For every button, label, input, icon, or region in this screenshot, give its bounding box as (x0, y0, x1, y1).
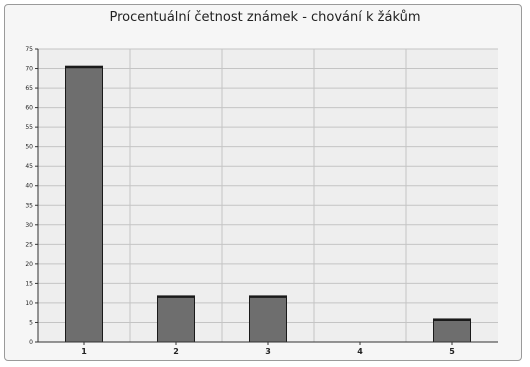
y-tick-label: 15 (25, 280, 33, 287)
bar-2 (157, 295, 195, 343)
bar-5 (433, 318, 471, 343)
y-tick-label: 75 (25, 46, 33, 53)
y-tick-label: 55 (25, 124, 33, 131)
y-tick-label: 10 (25, 300, 33, 307)
y-tick-label: 65 (25, 85, 33, 92)
bar-3 (249, 295, 287, 343)
y-tick-label: 0 (29, 339, 33, 346)
y-tick-label: 70 (25, 66, 33, 73)
y-tick-label: 20 (25, 261, 33, 268)
x-tick-label: 2 (173, 347, 179, 356)
chart-title: Procentuální četnost známek - chování k … (109, 10, 421, 25)
plot-area (38, 49, 498, 342)
x-tick-label: 4 (357, 347, 363, 356)
y-tick-label: 40 (25, 183, 33, 190)
bar-1 (65, 65, 103, 343)
y-tick-label: 25 (25, 241, 33, 248)
y-tick-label: 45 (25, 163, 33, 170)
y-tick-label: 5 (29, 319, 33, 326)
x-tick-label: 1 (81, 347, 87, 356)
y-tick-label: 35 (25, 202, 33, 209)
y-tick-label: 60 (25, 105, 33, 112)
y-tick-label: 30 (25, 222, 33, 229)
x-tick-label: 5 (449, 347, 455, 356)
x-tick-label: 3 (265, 347, 271, 356)
y-tick-label: 50 (25, 144, 33, 151)
